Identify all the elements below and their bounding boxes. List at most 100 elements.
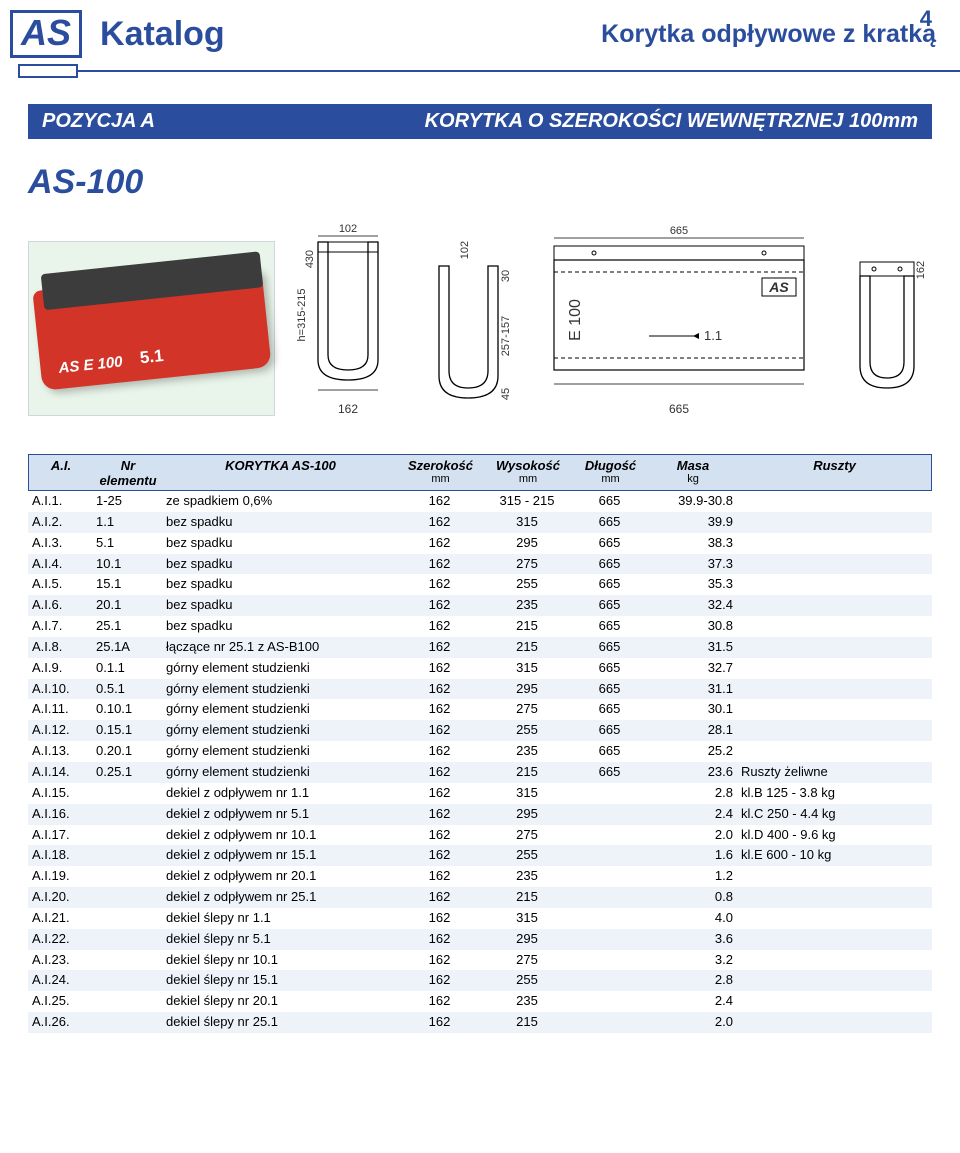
cell-desc: dekiel z odpływem nr 10.1 xyxy=(162,825,397,846)
cell-ai: A.I.6. xyxy=(28,595,92,616)
cell-rusz xyxy=(737,991,932,1012)
table-row: A.I.9.0.1.1górny element studzienki16231… xyxy=(28,658,932,679)
cell-masa: 30.1 xyxy=(647,699,737,720)
diagram-row: AS E 100 5.1 102 30 4 h=315-215 162 102 … xyxy=(28,220,932,416)
cell-desc: dekiel ślepy nr 5.1 xyxy=(162,929,397,950)
cell-wys: 235 xyxy=(482,741,572,762)
cell-masa: 2.4 xyxy=(647,804,737,825)
cell-wys: 215 xyxy=(482,762,572,783)
cell-rusz: kl.B 125 - 3.8 kg xyxy=(737,783,932,804)
cell-szer: 162 xyxy=(397,991,482,1012)
cell-wys: 215 xyxy=(482,1012,572,1033)
cell-wys: 275 xyxy=(482,699,572,720)
cell-masa: 1.2 xyxy=(647,866,737,887)
cell-desc: dekiel ślepy nr 20.1 xyxy=(162,991,397,1012)
cell-rusz xyxy=(737,887,932,908)
rule-line-icon xyxy=(78,70,960,72)
cell-rusz xyxy=(737,616,932,637)
table-row: A.I.24.dekiel ślepy nr 15.11622552.8 xyxy=(28,970,932,991)
cell-ai: A.I.22. xyxy=(28,929,92,950)
table-row: A.I.19.dekiel z odpływem nr 20.11622351.… xyxy=(28,866,932,887)
cell-masa: 1.6 xyxy=(647,845,737,866)
cell-desc: bez spadku xyxy=(162,554,397,575)
cell-ai: A.I.18. xyxy=(28,845,92,866)
cell-wys: 275 xyxy=(482,950,572,971)
cell-ai: A.I.12. xyxy=(28,720,92,741)
cell-ai: A.I.2. xyxy=(28,512,92,533)
cell-masa: 2.8 xyxy=(647,970,737,991)
cell-desc: dekiel ślepy nr 25.1 xyxy=(162,1012,397,1033)
rule-box-icon xyxy=(18,64,78,78)
cell-rusz: kl.D 400 - 9.6 kg xyxy=(737,825,932,846)
cell-dlug: 665 xyxy=(572,512,647,533)
cell-wys: 315 - 215 xyxy=(482,491,572,512)
cell-nr xyxy=(92,1012,162,1033)
cell-masa: 32.7 xyxy=(647,658,737,679)
table-row: A.I.1.1-25ze spadkiem 0,6%162315 - 21566… xyxy=(28,491,932,512)
cell-desc: bez spadku xyxy=(162,574,397,595)
cell-dlug xyxy=(572,950,647,971)
cell-wys: 215 xyxy=(482,616,572,637)
cell-szer: 162 xyxy=(397,950,482,971)
cell-rusz xyxy=(737,929,932,950)
cell-wys: 255 xyxy=(482,574,572,595)
cell-szer: 162 xyxy=(397,1012,482,1033)
th-szer: Szerokośćmm xyxy=(398,455,483,490)
cell-wys: 275 xyxy=(482,554,572,575)
cell-nr xyxy=(92,950,162,971)
th-nr: Nr elementu xyxy=(93,455,163,490)
table-row: A.I.8.25.1Ałączące nr 25.1 z AS-B1001622… xyxy=(28,637,932,658)
cell-ai: A.I.23. xyxy=(28,950,92,971)
cell-rusz xyxy=(737,595,932,616)
cell-szer: 162 xyxy=(397,574,482,595)
cell-masa: 3.6 xyxy=(647,929,737,950)
cell-nr: 25.1A xyxy=(92,637,162,658)
table-row: A.I.22.dekiel ślepy nr 5.11622953.6 xyxy=(28,929,932,950)
cell-desc: dekiel ślepy nr 10.1 xyxy=(162,950,397,971)
side-model-label: E 100 xyxy=(567,299,584,341)
diagram-cross-large: 102 30 257-157 45 xyxy=(421,236,516,416)
cell-dlug: 665 xyxy=(572,658,647,679)
cell-szer: 162 xyxy=(397,595,482,616)
product-photo: AS E 100 5.1 xyxy=(28,241,275,416)
table-row: A.I.21.dekiel ślepy nr 1.11623154.0 xyxy=(28,908,932,929)
photo-brand-label: AS E 100 xyxy=(57,353,123,377)
cell-rusz: kl.C 250 - 4.4 kg xyxy=(737,804,932,825)
cell-masa: 25.2 xyxy=(647,741,737,762)
table-row: A.I.3.5.1bez spadku16229566538.3 xyxy=(28,533,932,554)
cell-nr xyxy=(92,908,162,929)
table-row: A.I.16.dekiel z odpływem nr 5.11622952.4… xyxy=(28,804,932,825)
cell-szer: 162 xyxy=(397,699,482,720)
cell-dlug: 665 xyxy=(572,616,647,637)
cell-nr: 0.5.1 xyxy=(92,679,162,700)
cell-nr: 0.20.1 xyxy=(92,741,162,762)
table-row: A.I.10.0.5.1górny element studzienki1622… xyxy=(28,679,932,700)
cell-desc: ze spadkiem 0,6% xyxy=(162,491,397,512)
side-logo-label: AS xyxy=(768,279,789,295)
cell-ai: A.I.26. xyxy=(28,1012,92,1033)
cell-wys: 255 xyxy=(482,845,572,866)
th-rusz: Ruszty xyxy=(738,455,931,490)
table-row: A.I.7.25.1bez spadku16221566530.8 xyxy=(28,616,932,637)
cell-szer: 162 xyxy=(397,720,482,741)
cell-masa: 2.0 xyxy=(647,1012,737,1033)
section-bar: POZYCJA A KORYTKA O SZEROKOŚCI WEWNĘTRZN… xyxy=(28,104,932,139)
cell-szer: 162 xyxy=(397,741,482,762)
cell-masa: 28.1 xyxy=(647,720,737,741)
cell-nr xyxy=(92,804,162,825)
cell-rusz xyxy=(737,741,932,762)
cell-ai: A.I.20. xyxy=(28,887,92,908)
cell-ai: A.I.8. xyxy=(28,637,92,658)
cell-rusz: Ruszty żeliwne xyxy=(737,762,932,783)
cell-masa: 31.1 xyxy=(647,679,737,700)
cell-rusz xyxy=(737,1012,932,1033)
cell-wys: 275 xyxy=(482,825,572,846)
cell-nr xyxy=(92,866,162,887)
cell-wys: 295 xyxy=(482,679,572,700)
catalog-title: Katalog xyxy=(100,15,225,54)
cell-dlug xyxy=(572,991,647,1012)
cell-masa: 2.4 xyxy=(647,991,737,1012)
cell-nr: 0.1.1 xyxy=(92,658,162,679)
cell-ai: A.I.10. xyxy=(28,679,92,700)
cell-nr: 0.25.1 xyxy=(92,762,162,783)
